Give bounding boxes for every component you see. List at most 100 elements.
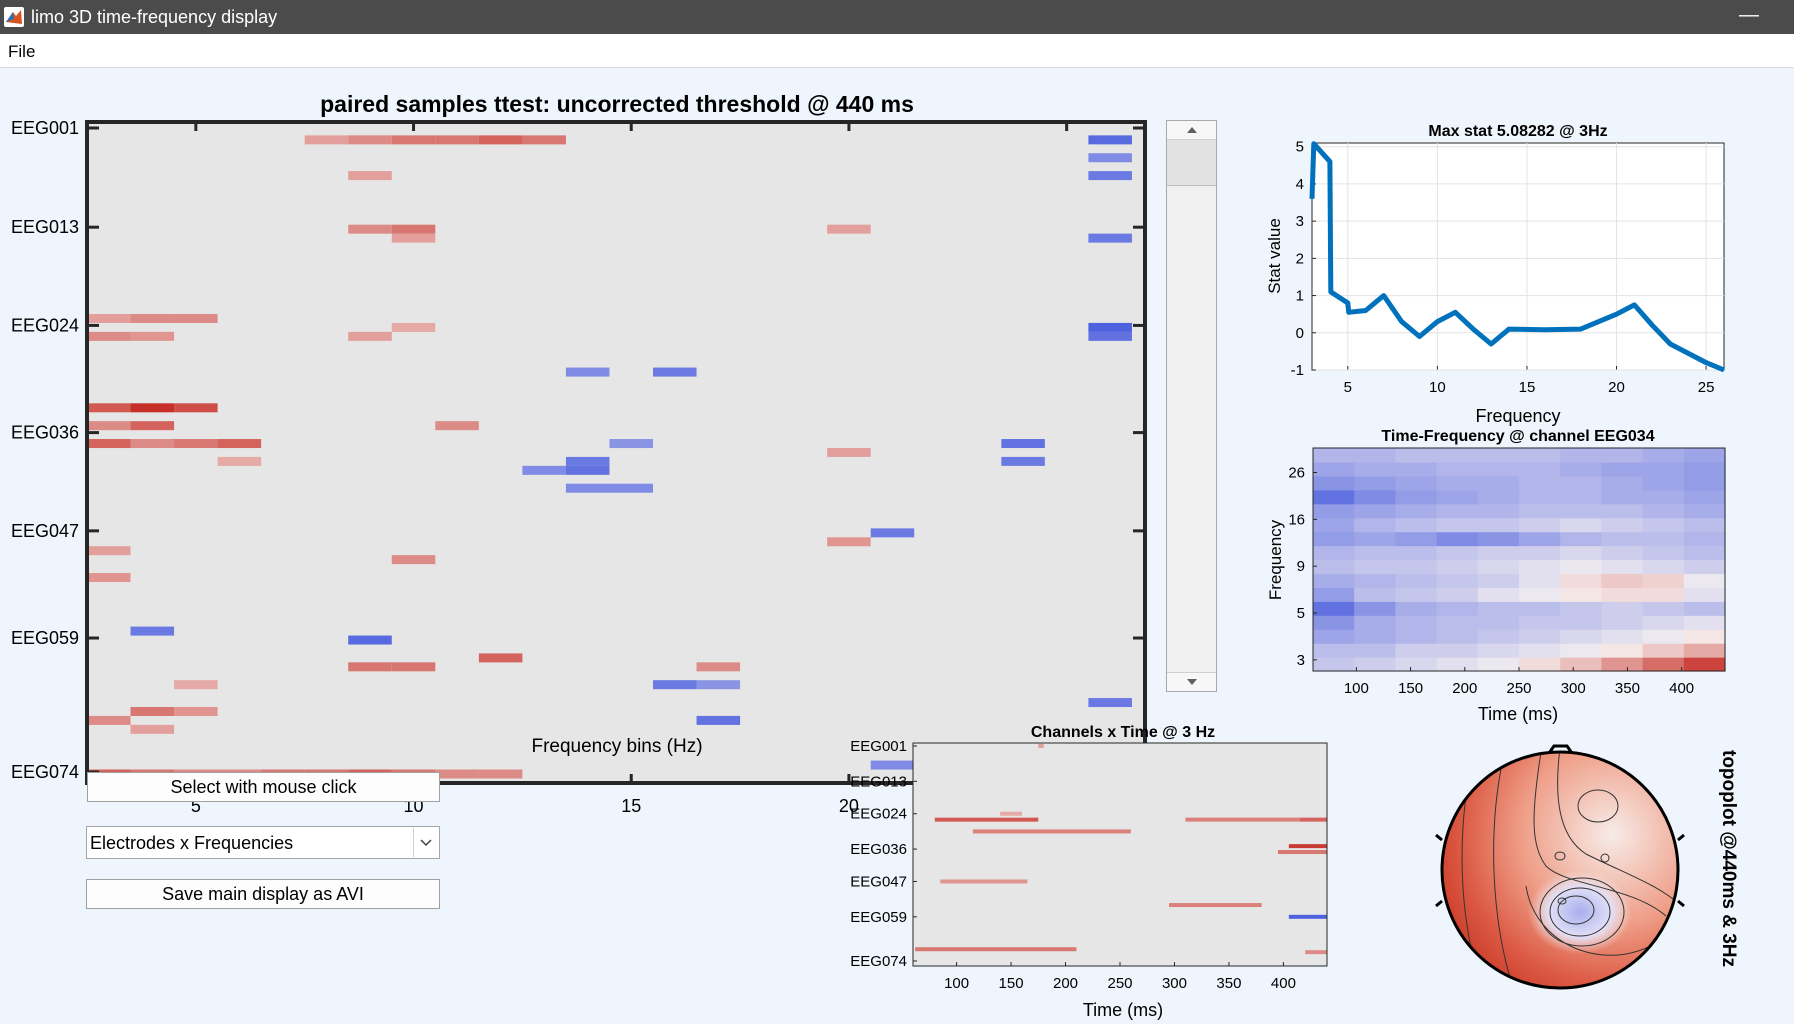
tf-cell — [1642, 657, 1685, 672]
heatmap-cell — [391, 135, 436, 145]
y-tick-label: EEG036 — [11, 423, 79, 443]
tf-cell — [1436, 545, 1479, 561]
tf-cell — [1642, 573, 1685, 588]
tf-xlabel: Time (ms) — [1478, 704, 1558, 724]
tf-cell — [1601, 489, 1644, 505]
tf-cell — [1395, 615, 1438, 630]
tf-cell — [1395, 517, 1438, 533]
select-with-mouse-click-button[interactable]: Select with mouse click — [87, 772, 440, 802]
tf-cell — [1560, 643, 1602, 658]
x-tick-label: 100 — [944, 975, 969, 992]
tf-cell — [1519, 503, 1561, 519]
tf-cell — [1477, 545, 1520, 561]
window-title: limo 3D time-frequency display — [31, 7, 278, 27]
scroll-down-button[interactable] — [1167, 672, 1216, 691]
heatmap-cell — [609, 439, 654, 449]
tf-cell — [1477, 531, 1520, 547]
heatmap-cell — [130, 439, 175, 449]
heatmap-cell — [217, 456, 262, 466]
tf-cell — [1560, 573, 1602, 588]
x-tick-label: 350 — [1615, 680, 1640, 697]
tf-cell — [1683, 573, 1726, 588]
heatmap-cell — [1088, 135, 1132, 145]
y-tick-label: EEG001 — [850, 738, 907, 755]
tf-cell — [1436, 461, 1479, 477]
heatmap-cell — [87, 421, 131, 431]
tf-cell — [1642, 503, 1685, 519]
heatmap-cell — [696, 662, 741, 672]
heatmap-cell — [1001, 456, 1045, 466]
tf-cell — [1560, 475, 1602, 491]
tf-cell — [1436, 615, 1479, 630]
x-tick-label: 5 — [1344, 379, 1352, 396]
tf-cell — [1519, 587, 1561, 602]
heatmap-cell — [391, 555, 436, 565]
tf-cell — [1354, 657, 1396, 672]
x-tick-label: 15 — [621, 796, 641, 816]
scroll-up-button[interactable] — [1167, 121, 1216, 140]
tf-cell — [1683, 531, 1726, 547]
y-tick-label: 2 — [1296, 250, 1304, 267]
y-tick-label: EEG036 — [850, 841, 907, 858]
window-titlebar: limo 3D time-frequency display — — [0, 0, 1794, 34]
tf-cell — [1683, 448, 1726, 463]
x-tick-label: 10 — [1429, 379, 1446, 396]
y-tick-label: EEG074 — [11, 762, 79, 782]
tf-cell — [1477, 629, 1520, 644]
minimize-button[interactable]: — — [1739, 4, 1759, 26]
maxstat-ylabel: Stat value — [1265, 218, 1284, 294]
tf-cell — [1395, 531, 1438, 547]
heatmap-cell — [130, 313, 175, 323]
tf-cell — [1477, 657, 1520, 672]
tf-cell — [1642, 475, 1685, 491]
tf-cell — [1519, 517, 1561, 533]
heatmap-cell — [435, 135, 479, 145]
heatmap-cell — [391, 662, 436, 672]
tf-cell — [1519, 489, 1561, 505]
tf-cell — [1477, 475, 1520, 491]
tf-cell — [1395, 643, 1438, 658]
heatmap-cell — [87, 546, 131, 556]
tf-cell — [1683, 517, 1726, 533]
heatmap-cell — [174, 706, 218, 716]
tf-cell — [1354, 461, 1396, 477]
main-heatmap-plot[interactable]: paired samples ttest: uncorrected thresh… — [0, 86, 1160, 816]
heatmap-cell — [174, 439, 218, 449]
heatmap-cell — [87, 573, 131, 583]
x-tick-label: 20 — [1608, 379, 1625, 396]
chtime-segment — [1038, 744, 1044, 748]
tf-cell — [1519, 573, 1561, 588]
tf-title: Time-Frequency @ channel EEG034 — [1381, 428, 1654, 445]
tf-cell — [1519, 545, 1561, 561]
heatmap-cell — [174, 680, 218, 690]
tf-cell — [1313, 489, 1355, 505]
x-tick-label: 400 — [1271, 975, 1296, 992]
heatmap-cell — [1088, 322, 1132, 332]
tf-cell — [1436, 643, 1479, 658]
heatmap-cell — [348, 224, 392, 234]
x-tick-label: 150 — [999, 975, 1024, 992]
scroll-thumb[interactable] — [1167, 140, 1216, 186]
x-tick-label: 20 — [839, 796, 859, 816]
save-avi-button[interactable]: Save main display as AVI — [86, 879, 440, 909]
tf-cell — [1642, 489, 1685, 505]
tf-cell — [1436, 517, 1479, 533]
x-tick-label: 350 — [1216, 975, 1241, 992]
menu-file[interactable]: File — [8, 42, 36, 61]
tf-cell — [1313, 545, 1355, 561]
tf-cell — [1395, 475, 1438, 491]
tf-cell — [1519, 601, 1561, 616]
tf-cell — [1519, 615, 1561, 630]
heatmap-cell — [478, 653, 523, 663]
tf-cell — [1477, 559, 1520, 575]
tf-cell — [1642, 461, 1685, 477]
channel-scrollbar[interactable] — [1166, 120, 1217, 692]
heatmap-cell — [87, 313, 131, 323]
tf-cell — [1354, 489, 1396, 505]
tf-cell — [1683, 559, 1726, 575]
view-select-dropdown[interactable]: Electrodes x Frequencies — [86, 826, 440, 859]
left-ear-icon — [1435, 833, 1443, 908]
chtime-segment — [1000, 811, 1022, 816]
chevron-down-icon[interactable] — [413, 828, 438, 857]
tf-cell — [1601, 573, 1644, 588]
